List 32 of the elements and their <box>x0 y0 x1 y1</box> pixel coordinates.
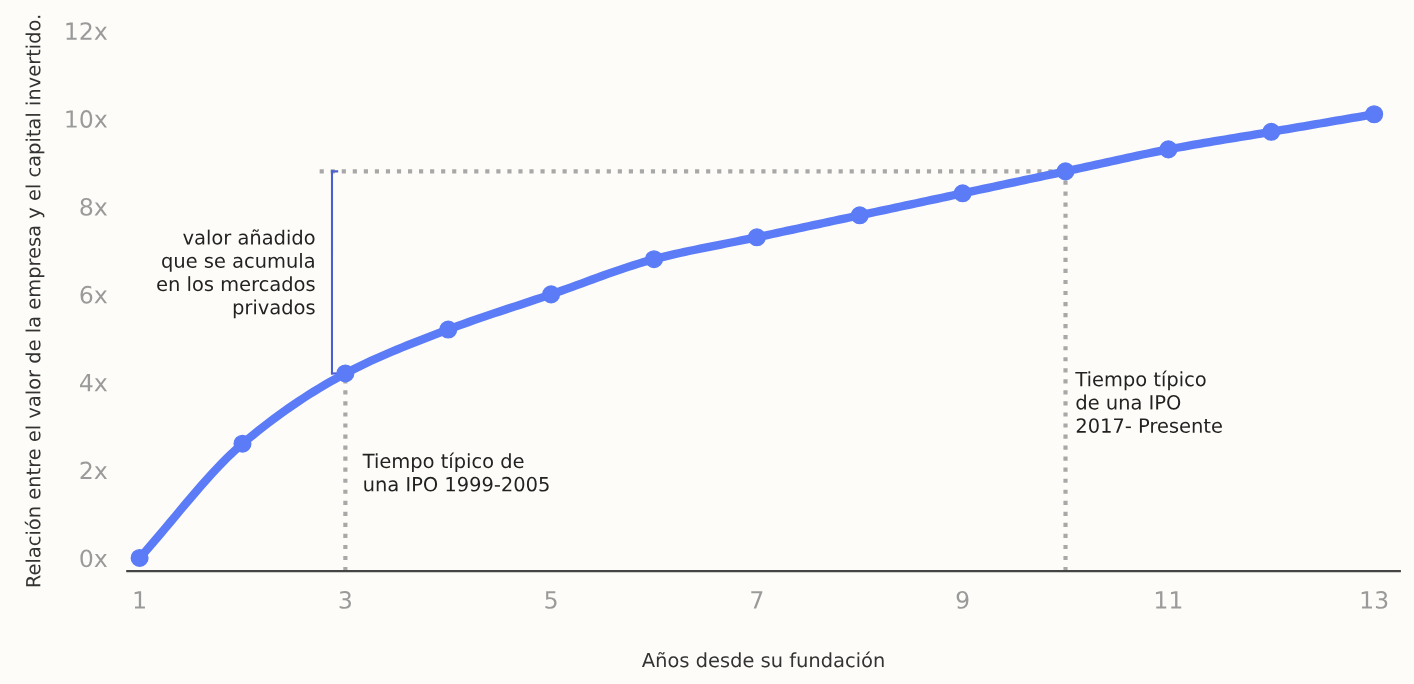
point <box>1365 105 1384 124</box>
point <box>1159 140 1178 159</box>
point <box>953 184 972 203</box>
y-tick-label: 4x <box>79 373 108 392</box>
point <box>1262 122 1281 141</box>
point <box>439 320 458 339</box>
point <box>850 206 869 225</box>
annotation: Tiempo típico de una IPO 1999-2005 <box>362 452 549 492</box>
y-tick-label: 2x <box>80 461 108 480</box>
point <box>644 250 664 269</box>
point <box>130 548 149 567</box>
point <box>542 285 561 304</box>
y-tick-label: 8x <box>80 197 108 216</box>
annotation: valor añadido que se acumula en los mercados privados <box>157 229 315 319</box>
x-tick-label: 13 <box>1361 591 1388 609</box>
x-tick-label: 11 <box>1155 591 1182 609</box>
x-tick-label: 3 <box>339 591 351 609</box>
x-tick-label: 5 <box>545 591 557 609</box>
y-tick-label: 12x <box>66 22 108 40</box>
y-axis-title: Relación entre el valor de la empresa y el capital invertido. <box>24 15 45 587</box>
x-tick-label: 9 <box>956 591 969 609</box>
point <box>336 364 355 383</box>
y-tick-label: 6x <box>80 285 108 304</box>
x-tick-label: 7 <box>751 591 763 609</box>
x-axis-title: Años desde su fundación <box>641 651 884 668</box>
point <box>233 434 252 453</box>
point <box>1056 162 1075 181</box>
point <box>747 228 766 247</box>
x-tick-label: 1 <box>134 591 145 609</box>
annotation: Tiempo típico de una IPO 2017- Presente <box>1075 370 1222 433</box>
y-tick-label: 10x <box>66 110 108 128</box>
y-tick-label: 0x <box>80 549 108 568</box>
